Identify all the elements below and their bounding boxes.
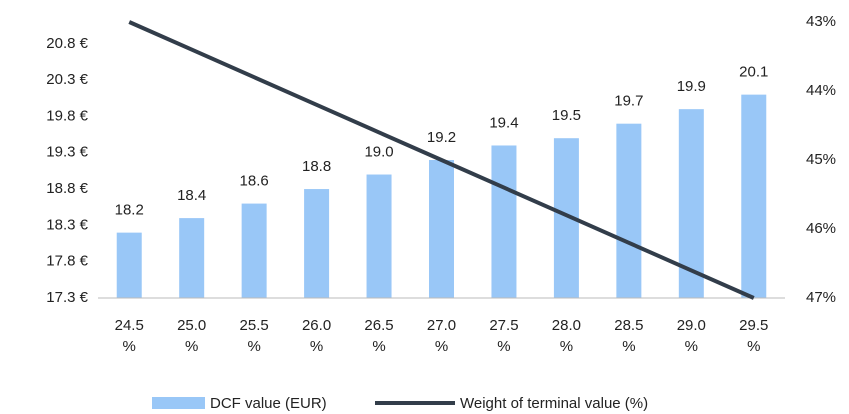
y2-tick-label: 44% — [806, 82, 836, 99]
y-tick-label: 17.3 € — [46, 289, 88, 306]
data-label: 19.4 — [489, 114, 518, 131]
legend-label: Weight of terminal value (%) — [460, 395, 648, 412]
y-tick-label: 18.8 € — [46, 180, 88, 197]
line — [128, 20, 755, 300]
y-tick-label: 20.8 € — [46, 35, 88, 52]
bar — [116, 232, 142, 298]
x-tick-label: 29.0 % — [676, 317, 706, 355]
x-tick-label: 27.0 % — [426, 317, 457, 355]
y-tick-label: 19.3 € — [46, 144, 88, 161]
data-label: 19.0 — [364, 143, 393, 160]
y2-tick-label: 47% — [806, 289, 836, 306]
y-tick-label: 19.8 € — [46, 107, 88, 124]
y2-tick-label: 46% — [806, 220, 836, 237]
x-tick-label: 24.5 % — [114, 317, 144, 355]
bar — [616, 123, 642, 299]
data-label: 18.8 — [302, 158, 331, 175]
legend-swatch — [152, 397, 205, 409]
bar — [741, 94, 767, 298]
x-tick-label: 28.0 % — [551, 317, 581, 355]
bar — [179, 218, 205, 298]
y2-tick-label: 45% — [806, 151, 836, 168]
x-tick-label: 27.5 % — [489, 317, 519, 355]
x-tick-label: 26.5 % — [364, 317, 394, 355]
data-label: 18.4 — [177, 187, 206, 204]
data-label: 18.2 — [115, 202, 144, 219]
x-tick-label: 29.5 % — [739, 317, 769, 355]
bar — [241, 203, 267, 298]
x-tick-label: 25.0 % — [177, 317, 207, 355]
bar — [366, 174, 392, 298]
bar — [491, 145, 517, 298]
y-tick-label: 20.3 € — [46, 71, 88, 88]
data-label: 19.9 — [677, 78, 706, 95]
y-tick-label: 18.3 € — [46, 216, 88, 233]
legend-label: DCF value (EUR) — [210, 395, 327, 412]
bar — [429, 160, 454, 298]
y2-tick-label: 43% — [806, 13, 836, 30]
data-label: 20.1 — [739, 64, 768, 81]
bar — [304, 189, 330, 298]
y-tick-label: 17.8 € — [46, 253, 88, 270]
data-label: 19.5 — [552, 107, 581, 124]
x-tick-label: 25.5 % — [239, 317, 269, 355]
data-label: 19.7 — [614, 93, 643, 110]
data-label: 18.6 — [240, 173, 269, 190]
x-tick-label: 26.0 % — [301, 317, 332, 355]
x-tick-label: 28.5 % — [614, 317, 644, 355]
data-label: 19.2 — [427, 129, 456, 146]
